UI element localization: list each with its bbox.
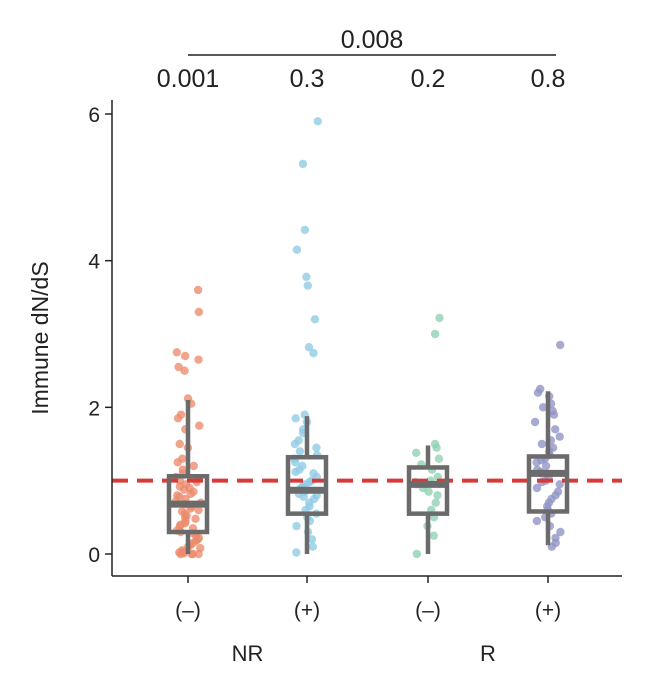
data-point <box>189 461 198 471</box>
data-point <box>291 458 300 467</box>
points-layer <box>171 117 565 559</box>
data-point <box>424 487 433 496</box>
data-point <box>299 492 308 501</box>
data-point <box>530 417 540 427</box>
data-point <box>555 480 564 489</box>
y-tick-label: 0 <box>88 544 100 567</box>
data-point <box>176 549 185 559</box>
data-point <box>555 432 564 441</box>
box-iqr <box>285 454 329 516</box>
data-point <box>532 483 542 493</box>
annotation-layer: 0.001 0.3 0.2 0.8 0.008 <box>157 26 566 93</box>
data-point <box>298 159 308 169</box>
data-point <box>313 117 322 126</box>
data-point <box>312 443 321 452</box>
data-point <box>194 505 203 515</box>
y-axis-label: Immune dN/dS <box>27 261 53 414</box>
data-point <box>532 516 542 526</box>
data-point <box>194 355 203 364</box>
data-point <box>430 329 440 339</box>
data-point <box>538 403 548 412</box>
data-point <box>434 454 444 463</box>
data-point <box>435 313 444 323</box>
data-point <box>292 548 301 557</box>
data-point <box>174 362 183 372</box>
data-point <box>175 439 184 449</box>
data-point <box>537 439 547 449</box>
data-point <box>556 527 565 537</box>
data-point <box>432 443 441 452</box>
data-point <box>551 425 560 434</box>
data-point <box>292 521 301 531</box>
data-point <box>310 315 320 324</box>
pvalue-label: 0.3 <box>290 65 325 93</box>
data-point <box>186 489 195 499</box>
box-iqr <box>526 454 570 514</box>
data-point <box>541 461 551 471</box>
data-point <box>549 410 559 419</box>
x-tick-label: (+) <box>535 599 561 622</box>
x-tick-label: (–) <box>175 599 201 622</box>
data-point <box>303 281 312 290</box>
data-point <box>194 549 203 559</box>
y-tick-label: 2 <box>88 397 100 420</box>
data-point <box>431 498 440 507</box>
data-point <box>533 388 543 397</box>
data-point <box>532 458 541 467</box>
data-point <box>173 458 182 467</box>
data-point <box>295 447 305 456</box>
group-label: NR <box>232 641 264 666</box>
data-point <box>191 514 200 523</box>
data-point <box>307 535 317 544</box>
data-point <box>433 491 442 500</box>
data-point <box>304 343 314 352</box>
data-point <box>302 272 311 281</box>
data-point <box>291 467 300 477</box>
data-point <box>292 245 302 254</box>
data-point <box>195 421 204 430</box>
axis-layer: 0 2 4 6 Immune dN/dS (–) (+) (–) (+) NR R <box>27 100 622 666</box>
data-point <box>291 414 300 423</box>
x-tick-label: (+) <box>294 599 320 622</box>
data-point <box>290 439 300 449</box>
data-point <box>179 485 189 494</box>
data-point <box>309 348 318 358</box>
data-point <box>412 448 421 457</box>
pvalue-label: 0.001 <box>157 65 220 93</box>
y-tick-label: 4 <box>88 251 100 274</box>
pvalue-label: 0.8 <box>531 65 566 93</box>
data-point <box>412 549 421 559</box>
data-point <box>194 307 204 317</box>
data-point <box>308 542 317 551</box>
box-iqr <box>406 465 450 516</box>
data-point <box>181 351 190 361</box>
data-point <box>172 348 181 357</box>
group-label: R <box>480 641 496 666</box>
data-point <box>180 366 189 375</box>
x-tick-label: (–) <box>415 599 441 622</box>
data-point <box>173 414 183 423</box>
data-point <box>300 225 310 235</box>
y-tick-label: 6 <box>88 104 100 127</box>
data-point <box>429 531 438 540</box>
data-point <box>556 340 565 350</box>
box-layer <box>166 391 570 554</box>
comparison-pvalue: 0.008 <box>341 26 404 54</box>
pvalue-label: 0.2 <box>411 65 446 93</box>
data-point <box>193 285 203 295</box>
